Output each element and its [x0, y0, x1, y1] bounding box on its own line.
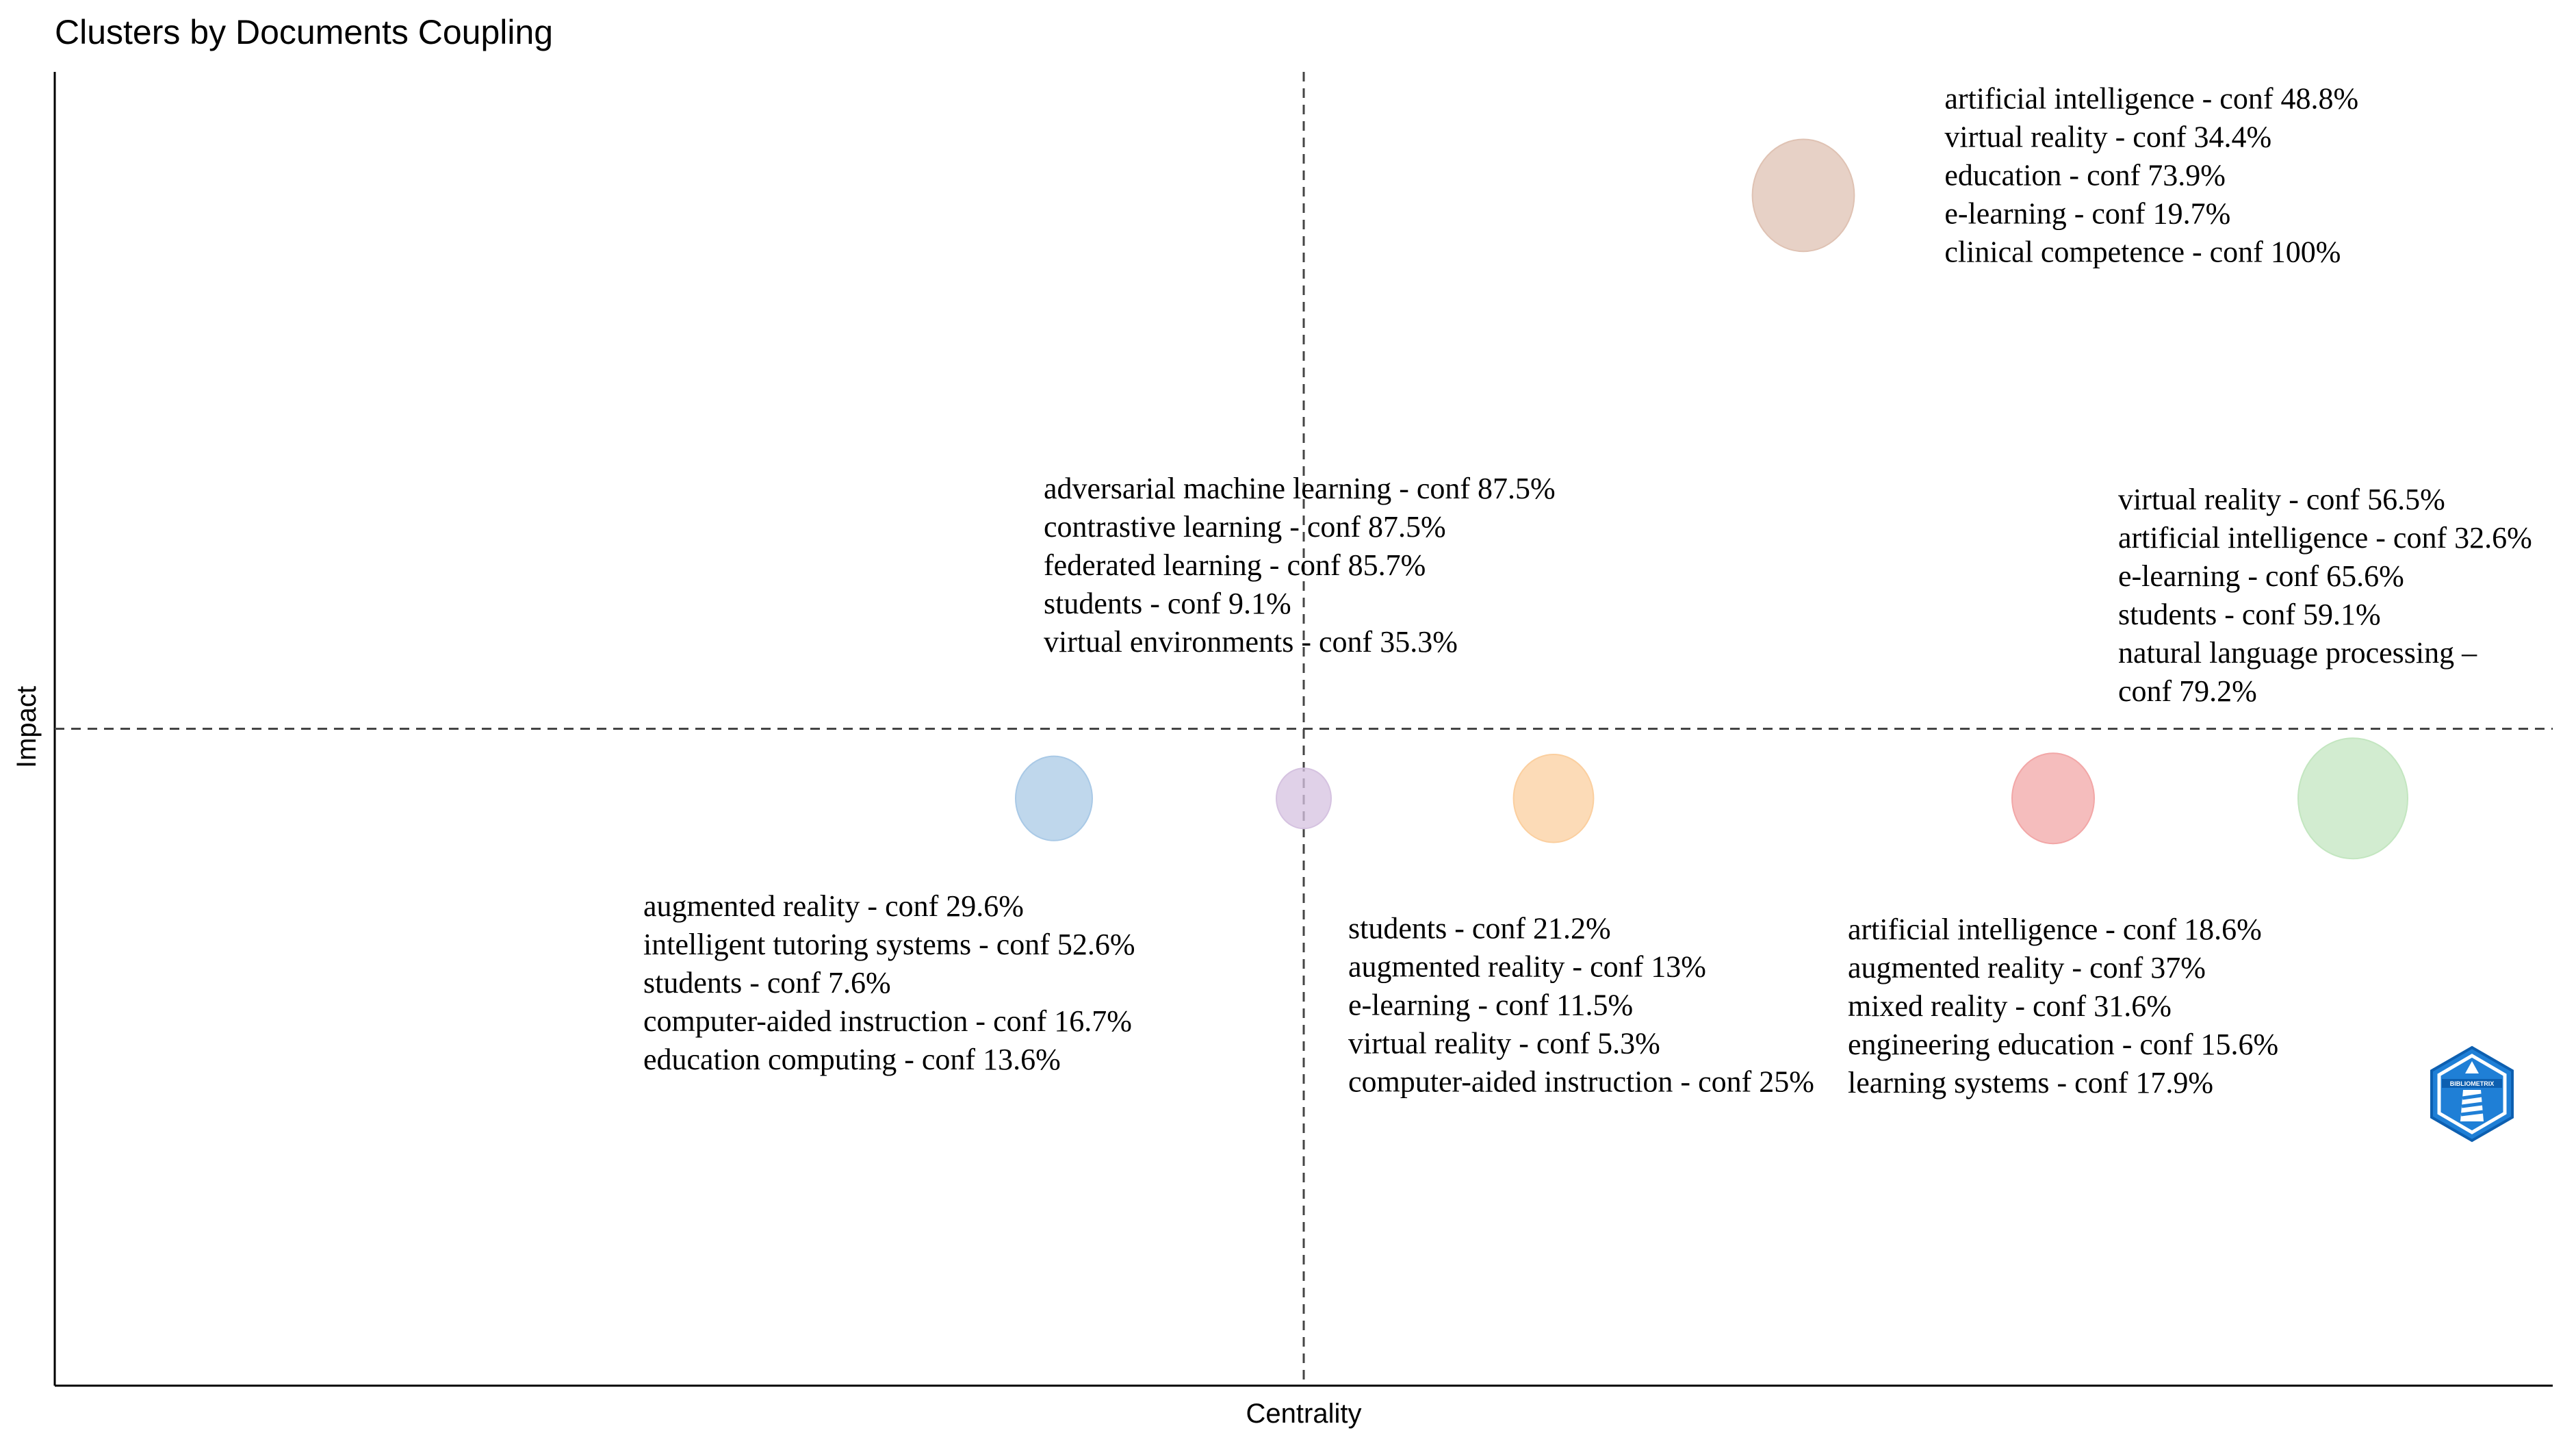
- logo-banner: [2442, 1079, 2502, 1088]
- cluster-3-label-5: computer-aided instruction - conf 25%: [1348, 1065, 1814, 1098]
- cluster-6-label-3: e-learning - conf 65.6%: [2118, 559, 2404, 593]
- y-axis-title: Impact: [12, 686, 42, 768]
- cluster-2-label-4: students - conf 9.1%: [1044, 587, 1291, 620]
- cluster-6-label-4: students - conf 59.1%: [2118, 598, 2381, 631]
- cluster-5-label-4: engineering education - conf 15.6%: [1848, 1028, 2278, 1061]
- cluster-2-label-3: federated learning - conf 85.7%: [1044, 548, 1426, 582]
- cluster-6-label-2: artificial intelligence - conf 32.6%: [2118, 521, 2532, 555]
- cluster-bubble-5: [2011, 752, 2095, 845]
- cluster-6-label-5: natural language processing –: [2118, 636, 2477, 670]
- cluster-1-label-5: education computing - conf 13.6%: [643, 1043, 1061, 1076]
- cluster-2-label-5: virtual environments - conf 35.3%: [1044, 625, 1458, 659]
- cluster-3-label-4: virtual reality - conf 5.3%: [1348, 1026, 1660, 1060]
- logo-stripes-icon: [2460, 1093, 2484, 1117]
- cluster-2-label-1: adversarial machine learning - conf 87.5…: [1044, 472, 1556, 505]
- cluster-3-label-1: students - conf 21.2%: [1348, 911, 1611, 945]
- cluster-6-label-6: conf 79.2%: [2118, 674, 2257, 708]
- x-axis-title: Centrality: [1246, 1399, 1362, 1429]
- cluster-1-label-2: intelligent tutoring systems - conf 52.6…: [643, 928, 1135, 961]
- cluster-5-label-3: mixed reality - conf 31.6%: [1848, 989, 2172, 1023]
- cluster-5-label-1: artificial intelligence - conf 18.6%: [1848, 913, 2262, 946]
- cluster-bubble-2: [1276, 767, 1332, 830]
- logo-text: BIBLIOMETRIX: [2450, 1080, 2495, 1087]
- cluster-4-label-2: virtual reality - conf 34.4%: [1944, 120, 2271, 153]
- bibliometrix-logo: BIBLIOMETRIX: [2430, 1045, 2514, 1143]
- cluster-bubble-3: [1512, 753, 1595, 843]
- cluster-5-label-5: learning systems - conf 17.9%: [1848, 1066, 2213, 1099]
- logo-lighthouse-top-icon: [2465, 1061, 2479, 1073]
- cluster-group: augmented reality - conf 29.6% intelligen…: [643, 81, 2532, 1099]
- cluster-bubble-1: [1015, 755, 1093, 841]
- cluster-2-label-2: contrastive learning - conf 87.5%: [1044, 510, 1446, 544]
- logo-inner-hexagon-icon: [2437, 1054, 2507, 1134]
- cluster-4-label-5: clinical competence - conf 100%: [1944, 235, 2341, 268]
- cluster-4-label-1: artificial intelligence - conf 48.8%: [1944, 81, 2358, 115]
- cluster-bubble-6: [2297, 737, 2408, 860]
- cluster-bubble-4: [1751, 138, 1855, 253]
- cluster-6-label-1: virtual reality - conf 56.5%: [2118, 483, 2445, 516]
- cluster-1-label-3: students - conf 7.6%: [643, 966, 891, 1000]
- cluster-1-label-4: computer-aided instruction - conf 16.7%: [643, 1004, 1132, 1038]
- cluster-3-label-3: e-learning - conf 11.5%: [1348, 988, 1633, 1021]
- cluster-1-label-1: augmented reality - conf 29.6%: [643, 889, 1024, 923]
- cluster-5-label-2: augmented reality - conf 37%: [1848, 951, 2206, 984]
- cluster-4-label-3: education - conf 73.9%: [1944, 158, 2226, 192]
- cluster-3-label-2: augmented reality - conf 13%: [1348, 950, 1706, 983]
- chart-title: Clusters by Documents Coupling: [55, 13, 553, 51]
- cluster-4-label-4: e-learning - conf 19.7%: [1944, 196, 2230, 230]
